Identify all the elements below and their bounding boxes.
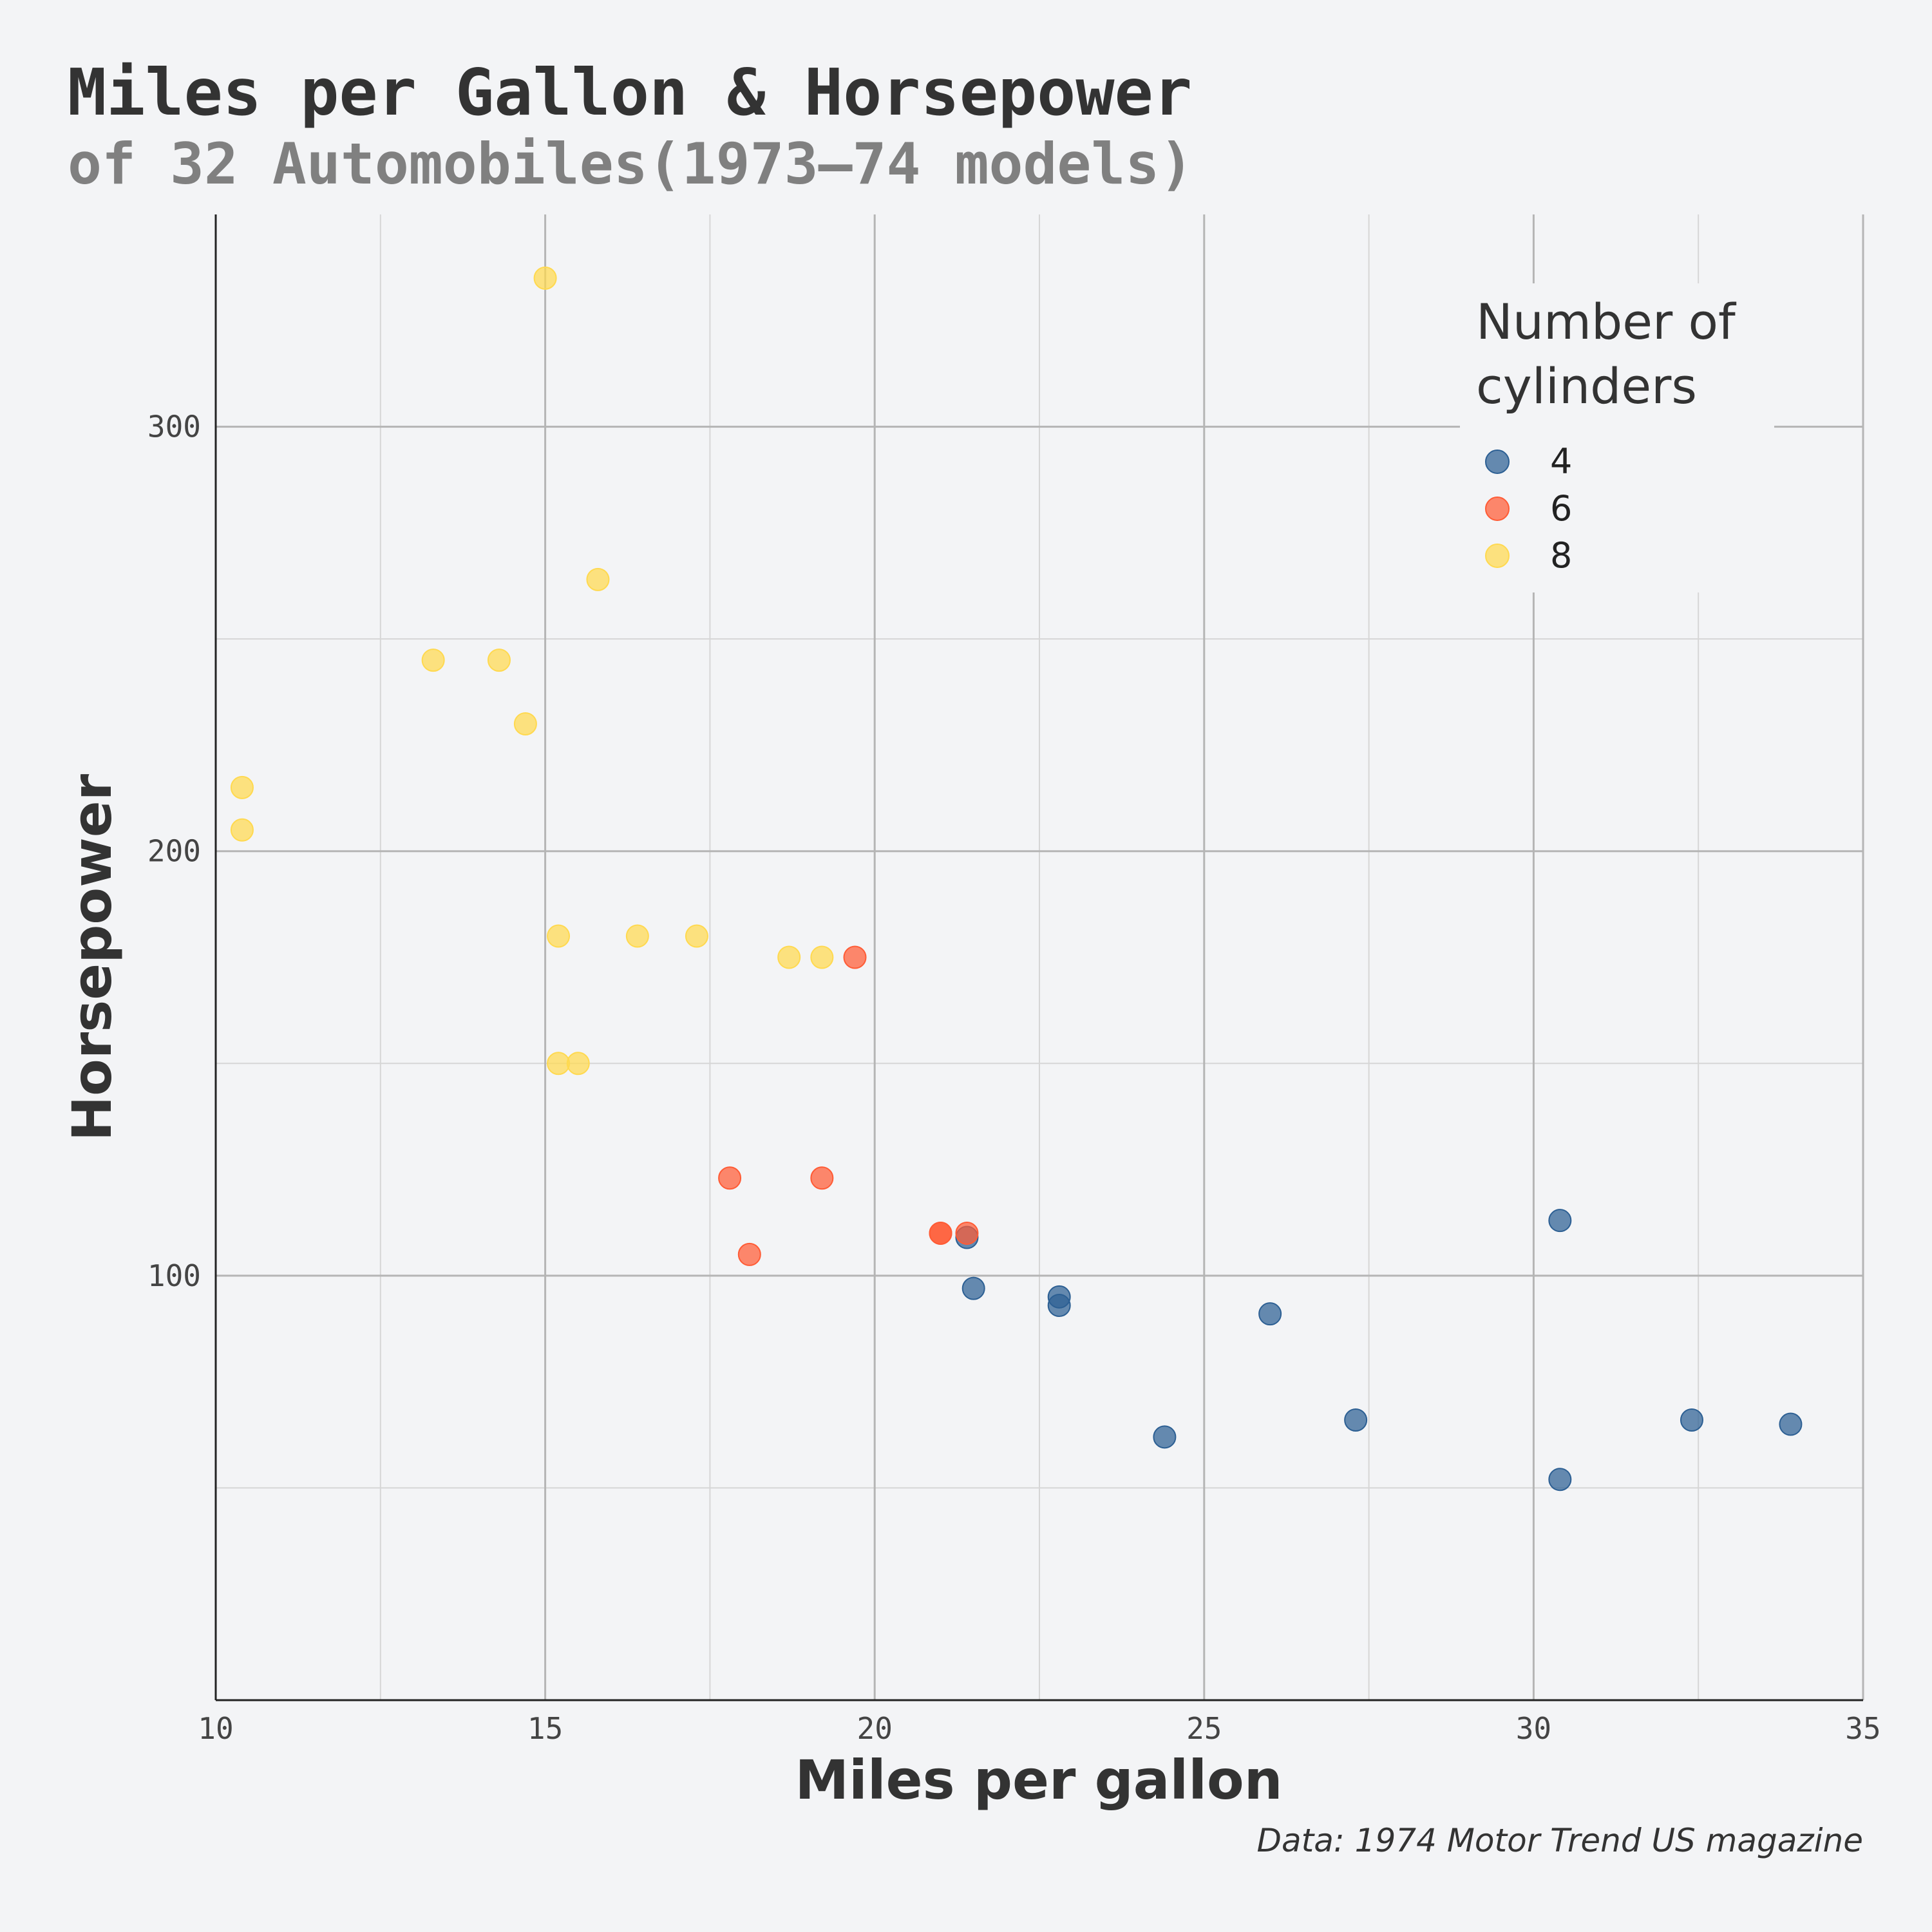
point [230, 818, 254, 842]
point [586, 567, 610, 591]
legend-label: 6 [1550, 488, 1572, 529]
point [547, 1052, 571, 1075]
point [230, 775, 254, 799]
x-tick-label: 10 [198, 1711, 233, 1746]
point [718, 1166, 742, 1190]
y-tick-label: 100 [147, 1258, 201, 1293]
y-tick-label: 200 [147, 834, 201, 869]
point [955, 1221, 979, 1245]
point [421, 649, 445, 672]
y-axis-title: Horsepower [61, 773, 124, 1141]
point [1258, 1302, 1282, 1326]
point [843, 945, 867, 969]
x-tick-label: 35 [1845, 1711, 1880, 1746]
point [566, 1052, 590, 1075]
points [230, 266, 1803, 1492]
point [547, 924, 571, 948]
point [625, 924, 649, 948]
point [1548, 1468, 1572, 1492]
point [929, 1221, 952, 1245]
point [1047, 1285, 1071, 1309]
x-tick-label: 25 [1186, 1711, 1222, 1746]
point [533, 266, 557, 290]
point [1779, 1412, 1803, 1436]
legend: 4 6 8 [1460, 283, 1774, 592]
x-axis-title: Miles per gallon [795, 1748, 1282, 1812]
point [1344, 1408, 1368, 1432]
point [1680, 1408, 1703, 1432]
point [1153, 1425, 1177, 1449]
point [961, 1276, 985, 1300]
x-tick-label: 30 [1516, 1711, 1551, 1746]
point [513, 712, 537, 735]
chart-title: Miles per Gallon & Horsepower [68, 55, 1192, 130]
x-tick-label: 20 [857, 1711, 893, 1746]
y-tick-label: 300 [147, 410, 201, 444]
legend-background [1460, 283, 1774, 592]
legend-label: 4 [1550, 441, 1572, 482]
point [810, 1166, 834, 1190]
legend-swatch [1485, 497, 1510, 521]
point [685, 924, 708, 948]
point [1548, 1209, 1572, 1233]
legend-label: 8 [1550, 535, 1572, 576]
legend-title: Number of cylinders [1476, 293, 1736, 415]
legend-swatch [1485, 450, 1510, 474]
caption: Data: 1974 Motor Trend US magazine [1257, 1822, 1863, 1859]
point [777, 945, 801, 969]
legend-swatch [1485, 544, 1510, 568]
point [487, 649, 511, 672]
point [810, 945, 834, 969]
chart-subtitle: of 32 Automobiles(1973–74 models) [68, 131, 1193, 197]
x-tick-label: 15 [527, 1711, 563, 1746]
point [737, 1242, 761, 1266]
